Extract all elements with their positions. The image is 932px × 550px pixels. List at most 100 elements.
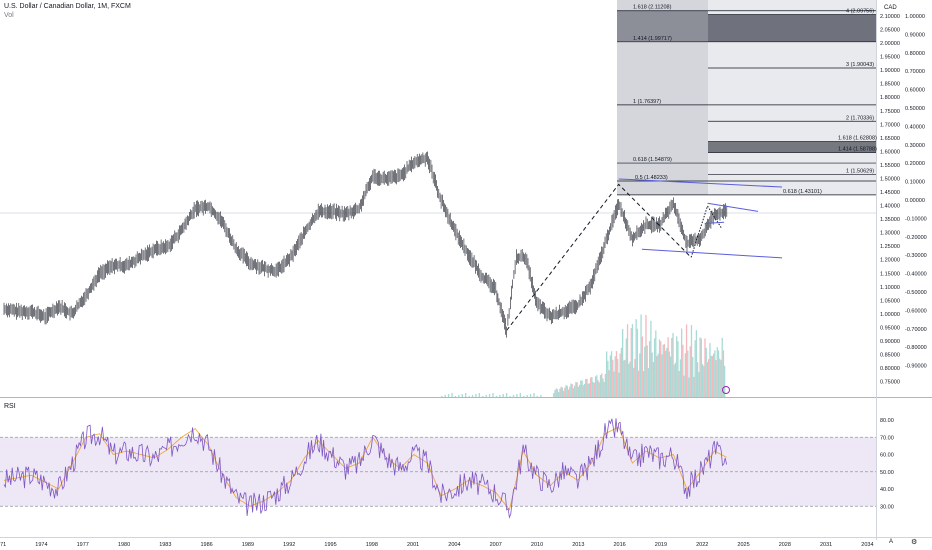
price-scale-label: 1.20000 — [880, 258, 900, 264]
volume-bar — [710, 355, 712, 397]
volume-bar — [558, 392, 560, 397]
volume-bar — [703, 365, 705, 397]
price-scale-label: 1.55000 — [880, 163, 900, 169]
price-scale-label: 1.65000 — [880, 136, 900, 142]
rsi-axis-label: 40.00 — [880, 487, 894, 493]
time-axis-label: 2028 — [779, 542, 791, 548]
volume-bar — [516, 394, 518, 397]
volume-bar — [613, 371, 615, 397]
volume-bar — [690, 325, 693, 397]
volume-bar — [554, 390, 556, 397]
price-scale-label: 1.10000 — [880, 285, 900, 291]
volume-bar — [617, 358, 619, 397]
volume-bar — [668, 351, 670, 397]
volume-bar — [692, 357, 694, 397]
time-axis-label: 2004 — [448, 542, 460, 548]
price-scale-label: 1.50000 — [880, 176, 900, 182]
volume-bar — [685, 324, 688, 397]
volume-bar — [509, 396, 511, 397]
volume-bar — [590, 377, 592, 397]
volume-bar — [717, 350, 720, 397]
volume-bar — [651, 352, 653, 397]
volume-bar — [663, 344, 666, 397]
time-axis-label: 2031 — [820, 542, 832, 548]
price-scale-label: 1.90000 — [880, 68, 900, 74]
rsi-axis-label: 70.00 — [880, 435, 894, 441]
volume-bar — [593, 382, 596, 397]
volume-bar — [706, 361, 709, 397]
gear-icon[interactable]: ⚙ — [911, 539, 918, 546]
volume-bar — [714, 350, 716, 397]
fib-extension: 1.618 (2.11208) 1.414 (1.99717) 1 (1.76397… — [617, 0, 877, 196]
volume-bar — [458, 395, 460, 397]
volume-bar — [482, 396, 484, 397]
volume-bar — [609, 355, 611, 397]
volume-bar — [576, 382, 578, 397]
time-axis-label: 2019 — [655, 542, 667, 548]
fib-upper-label: 1.618 (2.11208) — [633, 5, 672, 11]
volume-bar — [607, 360, 609, 397]
fib-upper-label: 0.5 (1.48233) — [635, 175, 668, 181]
volume-bar — [678, 371, 680, 397]
volume-bar — [684, 353, 686, 397]
price-scale-label: 1.05000 — [880, 298, 900, 304]
time-axis-label: 1980 — [118, 542, 130, 548]
price-scale-label: 2.10000 — [880, 14, 900, 20]
volume-bar — [570, 383, 572, 397]
fib-zone-dark-left — [617, 10, 708, 42]
volume-bar — [656, 356, 658, 397]
volume-bar — [682, 344, 684, 397]
price-scale-label: 1.00000 — [880, 312, 900, 318]
volume-bar — [665, 350, 667, 397]
volume-bar — [695, 330, 698, 397]
volume-bar — [561, 387, 564, 397]
volume-bar — [666, 347, 668, 397]
time-axis-label: 1998 — [366, 542, 378, 548]
volume-bar — [633, 367, 635, 397]
volume-bar — [592, 381, 594, 397]
volume-bar — [571, 384, 573, 397]
volume-bar — [642, 371, 645, 397]
axes: 1.00000 0.90000 0.80000 0.70000 0.60000 0.500… — [0, 14, 927, 548]
volume-bar — [574, 385, 576, 397]
volume-bar — [596, 375, 598, 397]
rsi-axis-label: 50.00 — [880, 470, 894, 476]
volume-bar — [605, 351, 608, 397]
time-axis-label: 2010 — [531, 542, 543, 548]
time-axis-label: 2007 — [490, 542, 502, 548]
volume-bar — [578, 384, 581, 397]
price-axis-label: 0.70000 — [905, 69, 925, 75]
price-axis-label: -0.90000 — [905, 364, 927, 370]
time-axis-label: 2013 — [572, 542, 584, 548]
volume-bar — [660, 341, 662, 397]
volume-bar — [639, 353, 641, 397]
volume-bar — [506, 393, 508, 397]
volume-bar — [447, 394, 450, 397]
vol-label: Vol — [4, 12, 14, 19]
price-axis-label: 0.80000 — [905, 51, 925, 57]
volume-bar — [488, 394, 491, 397]
volume-bar — [555, 388, 557, 397]
volume-bar — [603, 381, 605, 397]
price-axis-label: 0.60000 — [905, 88, 925, 94]
volume-bar — [560, 386, 562, 397]
rsi-line — [3, 418, 727, 519]
rsi-pane — [0, 418, 876, 519]
auto-scale-button[interactable]: A — [889, 539, 894, 545]
volume-bar — [608, 370, 610, 397]
volume-bar — [565, 385, 567, 397]
price-scale-label: 1.85000 — [880, 82, 900, 88]
volume-bar — [715, 360, 717, 397]
volume-bar — [724, 365, 726, 397]
volume-bar — [586, 378, 588, 397]
volume-bar — [575, 381, 577, 397]
price-scale-label: 0.75000 — [880, 380, 900, 386]
volume-bar — [478, 393, 480, 397]
volume-bar — [618, 372, 620, 397]
volume-bar — [645, 315, 647, 397]
time-axis-label: 1971 — [0, 542, 6, 548]
price-scale-label: 1.25000 — [880, 244, 900, 250]
volume-bar — [495, 396, 498, 397]
currency-label[interactable]: CAD — [884, 5, 897, 11]
